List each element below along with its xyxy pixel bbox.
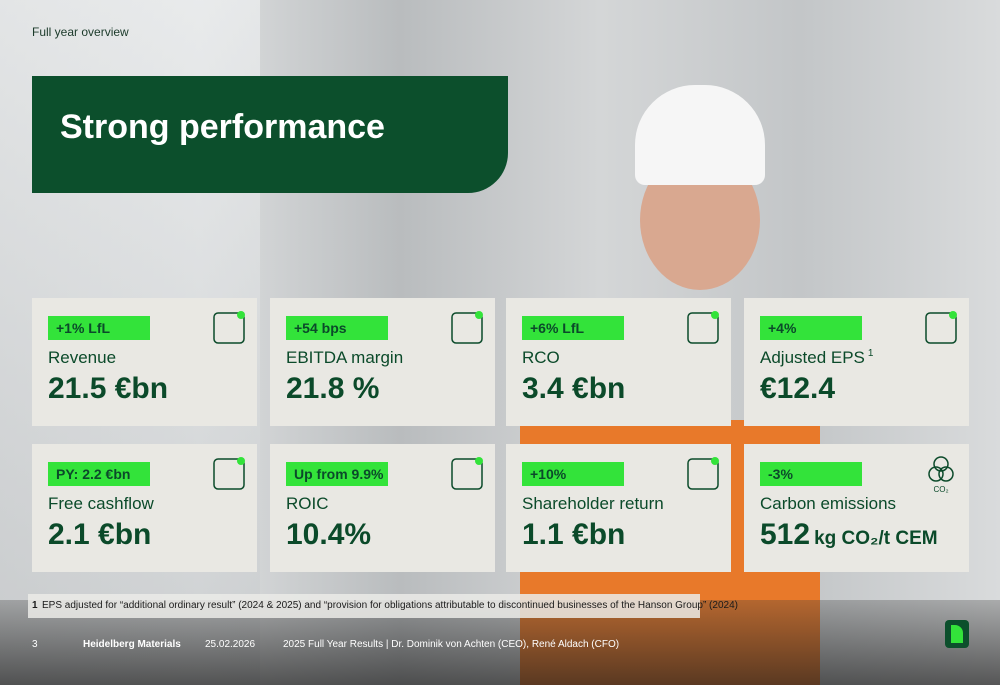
kpi-label: Free cashflow (48, 494, 154, 514)
kpi-value-text: 1.1 €bn (522, 518, 626, 551)
footnote-bar: 1 EPS adjusted for “additional ordinary … (28, 594, 738, 618)
icon-circle (928, 466, 944, 482)
icon-frame (687, 458, 719, 490)
footer-company: Heidelberg Materials (83, 639, 181, 650)
icon-frame (925, 312, 957, 344)
kpi-icon (685, 454, 721, 494)
icon-accent (237, 457, 245, 465)
kpi-card: +10% Shareholder return 1.1 €bn (506, 444, 731, 572)
kpi-card: +1% LfL Revenue 21.5 €bn (32, 298, 257, 426)
icon-graphic: CO₂ (928, 456, 954, 494)
kpi-card: +6% LfL RCO 3.4 €bn (506, 298, 731, 426)
company-logo (945, 620, 969, 648)
kpi-value: 512 kg CO₂/t CEM (760, 518, 938, 552)
kpi-value: 1.1 €bn (522, 518, 625, 552)
kpi-icon (211, 308, 247, 348)
icon-graphic (451, 457, 483, 490)
kpi-label: Carbon emissions (760, 494, 896, 514)
kpi-value-text: 21.5 €bn (48, 372, 169, 405)
kpi-value-text: €12.4 (760, 372, 836, 405)
kpi-label-text: Adjusted EPS (760, 348, 865, 367)
kpi-label-text: Carbon emissions (760, 494, 897, 513)
kpi-icon (685, 308, 721, 348)
kpi-label: RCO (522, 348, 560, 368)
kpi-icon (211, 454, 247, 494)
icon-graphic (213, 457, 245, 490)
icon-graphic (451, 311, 483, 344)
icon-circle (933, 456, 949, 472)
kpi-badge: Up from 9.9% (286, 462, 388, 486)
kpi-card: +54 bps EBITDA margin 21.8 % (270, 298, 495, 426)
icon-accent (237, 311, 245, 319)
kpi-icon (923, 308, 959, 348)
kpi-value-text: 21.8 % (286, 372, 380, 405)
kpi-badge: +4% (760, 316, 862, 340)
kpi-badge: PY: 2.2 €bn (48, 462, 150, 486)
kpi-value-text: 512 (760, 518, 811, 551)
icon-frame (451, 458, 483, 490)
kpi-label: Shareholder return (522, 494, 664, 514)
background-helmet (635, 85, 765, 185)
kpi-label-text: ROIC (286, 494, 329, 513)
kpi-value: 21.8 % (286, 372, 379, 406)
kpi-badge: +54 bps (286, 316, 388, 340)
kpi-badge: +6% LfL (522, 316, 624, 340)
kpi-icon (449, 308, 485, 348)
icon-accent (711, 457, 719, 465)
kpi-label: Adjusted EPS 1 (760, 348, 873, 368)
footer-event: 2025 Full Year Results | Dr. Dominik von… (283, 639, 620, 650)
kpi-badge: +1% LfL (48, 316, 150, 340)
kpi-label: ROIC (286, 494, 329, 514)
kpi-label-text: Revenue (48, 348, 117, 367)
icon-frame (687, 312, 719, 344)
kpi-value-text: 2.1 €bn (48, 518, 152, 551)
kpi-card: Up from 9.9% ROIC 10.4% (270, 444, 495, 572)
kpi-value: 10.4% (286, 518, 371, 552)
kpi-label: Revenue (48, 348, 116, 368)
footer-date: 25.02.2026 (205, 639, 256, 650)
kpi-icon (449, 454, 485, 494)
icon-graphic (687, 457, 719, 490)
icon-graphic (925, 311, 957, 344)
icon-accent (949, 311, 957, 319)
kpi-label: EBITDA margin (286, 348, 403, 368)
icon-frame (213, 312, 245, 344)
page-number: 3 (32, 639, 38, 650)
kpi-card: PY: 2.2 €bn Free cashflow 2.1 €bn (32, 444, 257, 572)
icon-frame (213, 458, 245, 490)
kpi-label-text: Free cashflow (48, 494, 154, 513)
footnote-ref: 1 (867, 348, 874, 360)
kpi-value-text: 3.4 €bn (522, 372, 626, 405)
kpi-unit: kg CO₂/t CEM (814, 528, 938, 549)
icon-text: CO₂ (933, 485, 948, 494)
footnote-number: 1 (32, 600, 38, 611)
icon-circle (938, 466, 954, 482)
kpi-card: -3% Carbon emissions 512 kg CO₂/t CEM CO₂ (744, 444, 969, 572)
kpi-card: +4% Adjusted EPS 1 €12.4 (744, 298, 969, 426)
icon-graphic (687, 311, 719, 344)
section-label: Full year overview (32, 25, 129, 39)
kpi-label-text: Shareholder return (522, 494, 664, 513)
kpi-value: 2.1 €bn (48, 518, 151, 552)
kpi-value-text: 10.4% (286, 518, 372, 551)
kpi-badge: -3% (760, 462, 862, 486)
footnote-text: EPS adjusted for “additional ordinary re… (42, 600, 738, 611)
kpi-badge: +10% (522, 462, 624, 486)
icon-accent (711, 311, 719, 319)
icon-accent (475, 311, 483, 319)
icon-accent (475, 457, 483, 465)
kpi-label-text: RCO (522, 348, 560, 367)
title-box: Strong performance (32, 76, 508, 193)
icon-frame (451, 312, 483, 344)
title: Strong performance (60, 108, 385, 146)
logo-mark (951, 625, 963, 643)
kpi-label-text: EBITDA margin (286, 348, 404, 367)
kpi-value: €12.4 (760, 372, 835, 406)
kpi-icon: CO₂ (923, 454, 959, 494)
kpi-value: 21.5 €bn (48, 372, 168, 406)
icon-graphic (213, 311, 245, 344)
kpi-value: 3.4 €bn (522, 372, 625, 406)
